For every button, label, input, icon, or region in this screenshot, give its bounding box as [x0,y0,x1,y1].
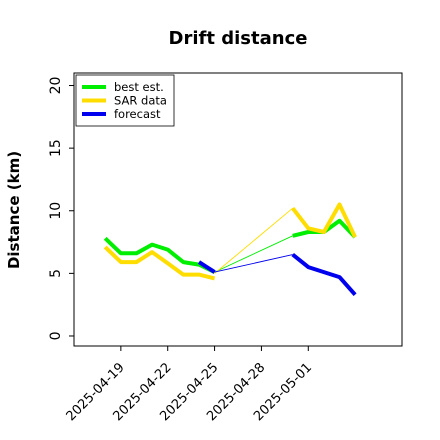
series-line-forecast [197,260,216,274]
series-line-sar-data [103,245,216,281]
series-line-connector-connector [214,254,293,273]
x-axis-ticks: 2025-04-192025-04-222025-04-252025-04-28… [64,346,315,424]
y-tick-label: 0 [48,332,64,341]
series-line-forecast [291,253,357,297]
y-tick-label: 20 [48,77,64,95]
plot-frame [73,72,403,347]
chart-title: Drift distance [169,28,308,49]
series-line-sar-data [291,202,357,238]
y-tick-label: 10 [48,202,64,220]
y-axis-label: Distance (km) [5,151,23,269]
series-line-connector-connector [214,235,293,273]
legend-label: SAR data [114,94,167,108]
series-layer [103,202,357,297]
legend-label: forecast [114,107,161,121]
y-tick-label: 5 [48,269,64,278]
series-line-connector-connector [214,207,293,274]
series-line-best-est [103,236,216,274]
y-tick-label: 15 [48,139,64,157]
legend-label: best est. [114,80,164,94]
y-axis-ticks: 0 5 10 15 20 [48,77,74,341]
